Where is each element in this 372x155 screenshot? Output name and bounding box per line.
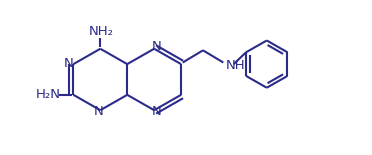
Text: NH₂: NH₂	[89, 24, 113, 38]
Text: H₂N: H₂N	[36, 88, 61, 101]
Text: N: N	[93, 105, 103, 118]
Text: NH: NH	[226, 59, 246, 72]
Text: N: N	[63, 57, 73, 70]
Text: N: N	[151, 105, 161, 118]
Text: N: N	[151, 40, 161, 53]
